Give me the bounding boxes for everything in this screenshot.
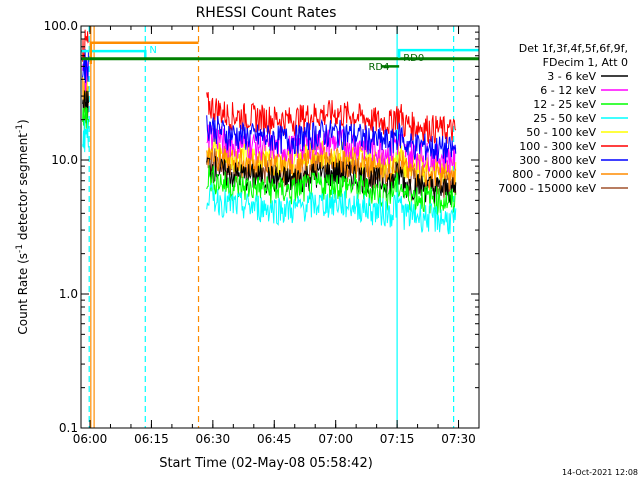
x-tick-label: 06:45 bbox=[257, 432, 292, 446]
y-tick-label: 0.1 bbox=[59, 421, 78, 435]
x-tick-label: 06:30 bbox=[196, 432, 231, 446]
x-tick-label: 06:00 bbox=[73, 432, 108, 446]
y-tick-label: 100.0 bbox=[44, 19, 78, 33]
y-axis-label: Count Rate (s-1 detector segment-1) bbox=[15, 119, 30, 334]
series-early-trace bbox=[82, 49, 89, 83]
x-tick-label: 07:00 bbox=[318, 432, 353, 446]
series-trace bbox=[206, 115, 457, 164]
footer-date: 14-Oct-2021 12:08 bbox=[562, 468, 638, 477]
y-tick-label: 10.0 bbox=[51, 153, 78, 167]
legend: Det 1f,3f,4f,5f,6f,9f, FDecim 1, Att 0 3… bbox=[498, 42, 628, 195]
segment-label: RD0 bbox=[403, 53, 424, 64]
legend-header-line-2: FDecim 1, Att 0 bbox=[543, 56, 628, 69]
legend-item-label: 3 - 6 keV bbox=[547, 70, 596, 83]
legend-item-label: 25 - 50 keV bbox=[533, 112, 596, 125]
legend-item-label: 800 - 7000 keV bbox=[512, 168, 596, 181]
legend-item-label: 300 - 800 keV bbox=[519, 154, 596, 167]
attenuator-segments: N RD0 RD4 bbox=[81, 41, 479, 73]
segment-label: RD4 bbox=[368, 62, 389, 73]
series-trace bbox=[206, 92, 457, 145]
y-axis-label-main: Count Rate (s bbox=[16, 253, 30, 335]
y-axis-label-end: ) bbox=[16, 119, 30, 124]
segment-rd0-bar bbox=[397, 48, 479, 58]
chart-title: RHESSI Count Rates bbox=[196, 5, 337, 21]
x-tick-label: 07:15 bbox=[380, 432, 415, 446]
legend-header-line-1: Det 1f,3f,4f,5f,6f,9f, bbox=[519, 42, 628, 55]
series-trace bbox=[206, 182, 457, 235]
x-tick-label: 07:30 bbox=[441, 432, 476, 446]
segment-label: N bbox=[149, 45, 156, 56]
y-axis-label-tail: detector segment bbox=[16, 133, 30, 244]
y-tick-label: 1.0 bbox=[59, 287, 78, 301]
series-early-trace bbox=[82, 29, 89, 62]
segment-orange-bar bbox=[89, 41, 199, 65]
segment-n-bar bbox=[81, 49, 147, 58]
y-axis-label-sup2: -1 bbox=[15, 124, 25, 133]
series-early-trace bbox=[82, 119, 89, 153]
legend-item-label: 100 - 300 keV bbox=[519, 140, 596, 153]
plot-frame bbox=[80, 25, 480, 429]
series-trace bbox=[206, 165, 457, 216]
legend-item-label: 50 - 100 keV bbox=[526, 126, 596, 139]
legend-item-label: 7000 - 15000 keV bbox=[498, 182, 596, 195]
legend-item-label: 12 - 25 keV bbox=[533, 98, 596, 111]
legend-item-label: 6 - 12 keV bbox=[540, 84, 596, 97]
series-group bbox=[82, 29, 457, 235]
axis-ticks: 06:00 06:15 06:30 06:45 07:00 07:15 07:30 0.1 1.… bbox=[44, 19, 480, 446]
x-axis-label: Start Time (02-May-08 05:58:42) bbox=[159, 456, 373, 471]
x-tick-label: 06:15 bbox=[134, 432, 169, 446]
y-axis-label-sup: -1 bbox=[15, 244, 25, 253]
overlay-lines bbox=[88, 26, 455, 428]
